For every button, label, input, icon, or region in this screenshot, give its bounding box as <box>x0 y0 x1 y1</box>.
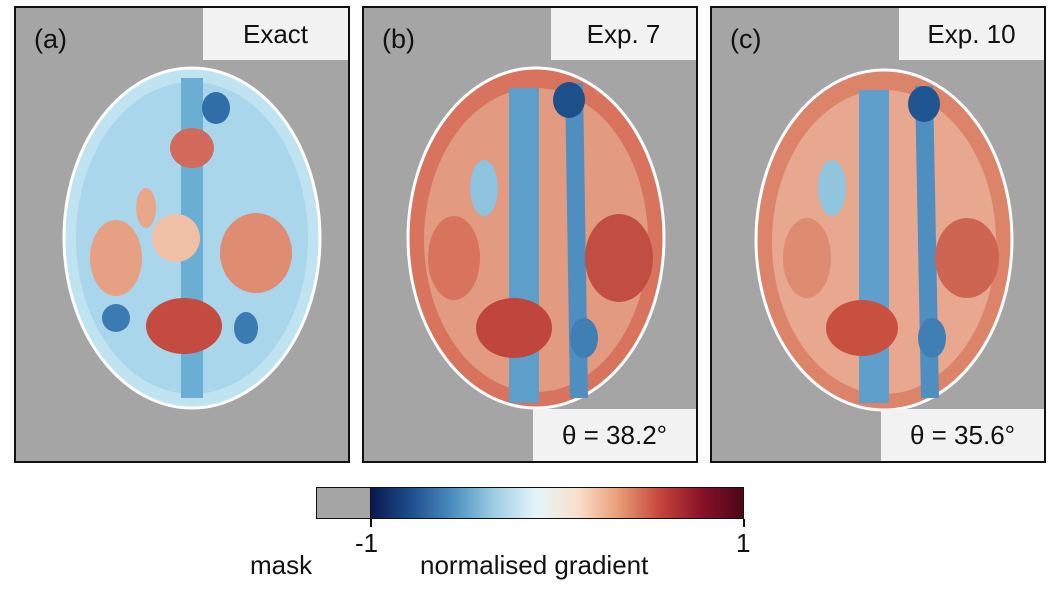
brain-map-exp10 <box>754 68 1014 412</box>
panel-title: Exp. 10 <box>899 8 1044 60</box>
colorbar-tick-min <box>370 519 372 527</box>
angle-value: θ = 38.2° <box>533 409 696 461</box>
colorbar-mask-label: mask <box>250 550 313 580</box>
panel-c: (c) Exp. 10 θ = 35.6° <box>710 6 1046 463</box>
colorbar-mask-swatch <box>316 487 370 519</box>
panel-label: (b) <box>382 24 415 54</box>
brain-map-exp7 <box>406 66 666 410</box>
colorbar-min-label: -1 <box>355 528 379 558</box>
colorbar-tick-max <box>743 519 745 527</box>
panel-a: (a) Exact <box>14 6 350 463</box>
panel-title: Exp. 7 <box>551 8 696 60</box>
panel-b: (b) Exp. 7 θ = 38.2° <box>362 6 698 463</box>
panel-label: (a) <box>34 24 67 54</box>
colorbar-axis-label: normalised gradient <box>420 550 649 580</box>
angle-value: θ = 35.6° <box>881 409 1044 461</box>
colorbar-max-label: 1 <box>736 528 751 558</box>
brain-map-exact <box>62 66 322 410</box>
panel-label: (c) <box>730 24 762 54</box>
panel-title: Exact <box>203 8 348 60</box>
colorbar-gradient <box>370 487 744 519</box>
